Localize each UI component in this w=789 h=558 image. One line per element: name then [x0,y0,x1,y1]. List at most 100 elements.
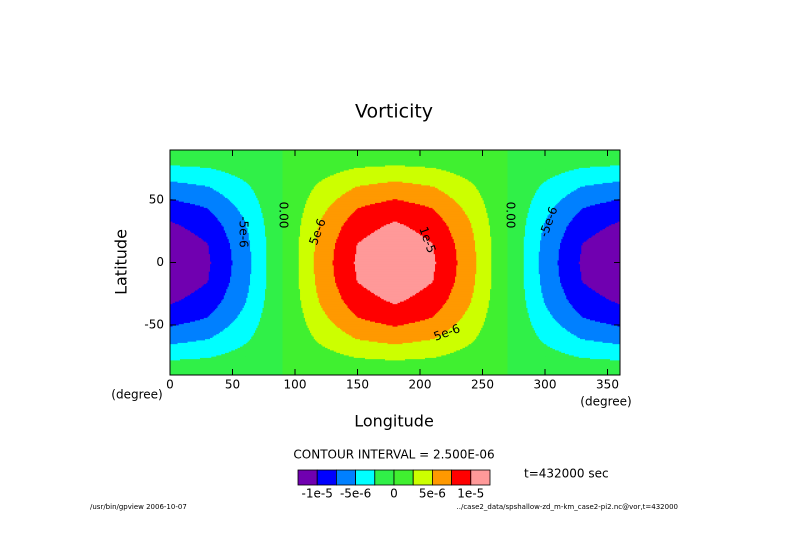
contour-fill [315,280,321,282]
contour-fill [170,158,208,161]
contour-fill [526,223,545,226]
contour-fill [357,362,396,365]
contour-fill [320,261,333,263]
contour-fill [570,331,583,333]
contour-fill [170,347,208,350]
contour-fill [315,241,321,243]
contour-fill [320,213,325,216]
contour-fill [357,322,382,325]
contour-fill [528,208,546,211]
contour-fill [245,357,283,360]
contour-fill [282,156,321,158]
contour-fill [210,255,232,257]
contour-fill [217,218,245,221]
contour-fill [326,210,356,212]
contour-fill [357,250,396,252]
contour-fill [245,155,283,157]
contour-fill [357,365,396,367]
contour-fill [266,280,283,282]
contour-fill [395,212,433,215]
contour-fill [395,166,426,168]
contour-fill [395,191,433,193]
contour-fill [231,322,246,325]
contour-fill [545,222,570,225]
contour-fill [438,213,467,216]
contour-fill [207,336,213,338]
contour-fill [525,233,542,236]
contour-fill [470,173,508,176]
contour-fill [545,366,583,368]
contour-fill [575,215,583,217]
contour-fill [491,237,508,240]
contour-fill [217,305,245,307]
contour-fill [320,283,337,286]
contour-fill [395,192,433,195]
contour-fill [315,277,321,280]
contour-fill [210,270,232,272]
contour-fill [282,283,300,286]
contour-fill [247,227,266,230]
contour-fill [207,250,210,252]
contour-fill [582,220,621,222]
contour-fill [260,203,283,206]
contour-fill [282,352,321,355]
contour-fill [490,232,508,235]
contour-fill [486,313,508,316]
contour-fill [320,332,347,335]
contour-fill [357,242,396,245]
contour-fill [465,311,471,313]
contour-fill [318,226,321,228]
contour-fill [432,206,462,208]
contour-fill [251,255,267,257]
contour-fill [582,198,618,201]
contour-fill [320,305,322,307]
contour-fill [432,233,452,236]
contour-fill [395,363,433,366]
contour-fill [565,196,583,198]
contour-fill [263,301,283,303]
contour-fill [566,226,583,228]
contour-fill [357,327,396,330]
contour-fill [467,215,471,217]
contour-fill [490,227,508,230]
contour-fill [545,268,560,271]
contour-fill [245,335,253,337]
contour-fill [533,195,546,197]
contour-fill [476,270,492,272]
contour-fill [448,297,471,300]
contour-fill [225,292,246,295]
contour-fill [432,175,461,177]
contour-fill [573,307,583,310]
contour-fill [282,178,321,181]
contour-fill [340,196,358,198]
contour-fill [207,272,210,275]
contour-fill [432,361,471,363]
contour-fill [357,340,370,342]
contour-fill [357,318,366,321]
contour-fill [507,211,530,213]
contour-fill [395,162,433,165]
contour-fill [230,242,246,245]
contour-fill [572,306,583,308]
contour-fill [615,222,621,225]
contour-fill [605,296,621,298]
contour-fill [245,280,251,282]
contour-fill [528,315,546,317]
contour-fill [320,346,326,348]
contour-fill [578,261,583,263]
contour-fill [526,300,545,302]
contour-fill [582,276,621,278]
contour-fill [353,262,358,265]
contour-fill [262,311,283,313]
contour-fill [576,335,583,337]
contour-fill [320,172,337,175]
contour-fill [507,301,527,303]
contour-fill [405,165,433,167]
contour-fill [582,302,618,305]
contour-fill [225,230,246,232]
contour-fill [170,368,208,371]
contour-fill [476,263,492,266]
contour-fill [266,277,283,280]
contour-fill [470,170,508,172]
contour-fill [580,263,583,266]
